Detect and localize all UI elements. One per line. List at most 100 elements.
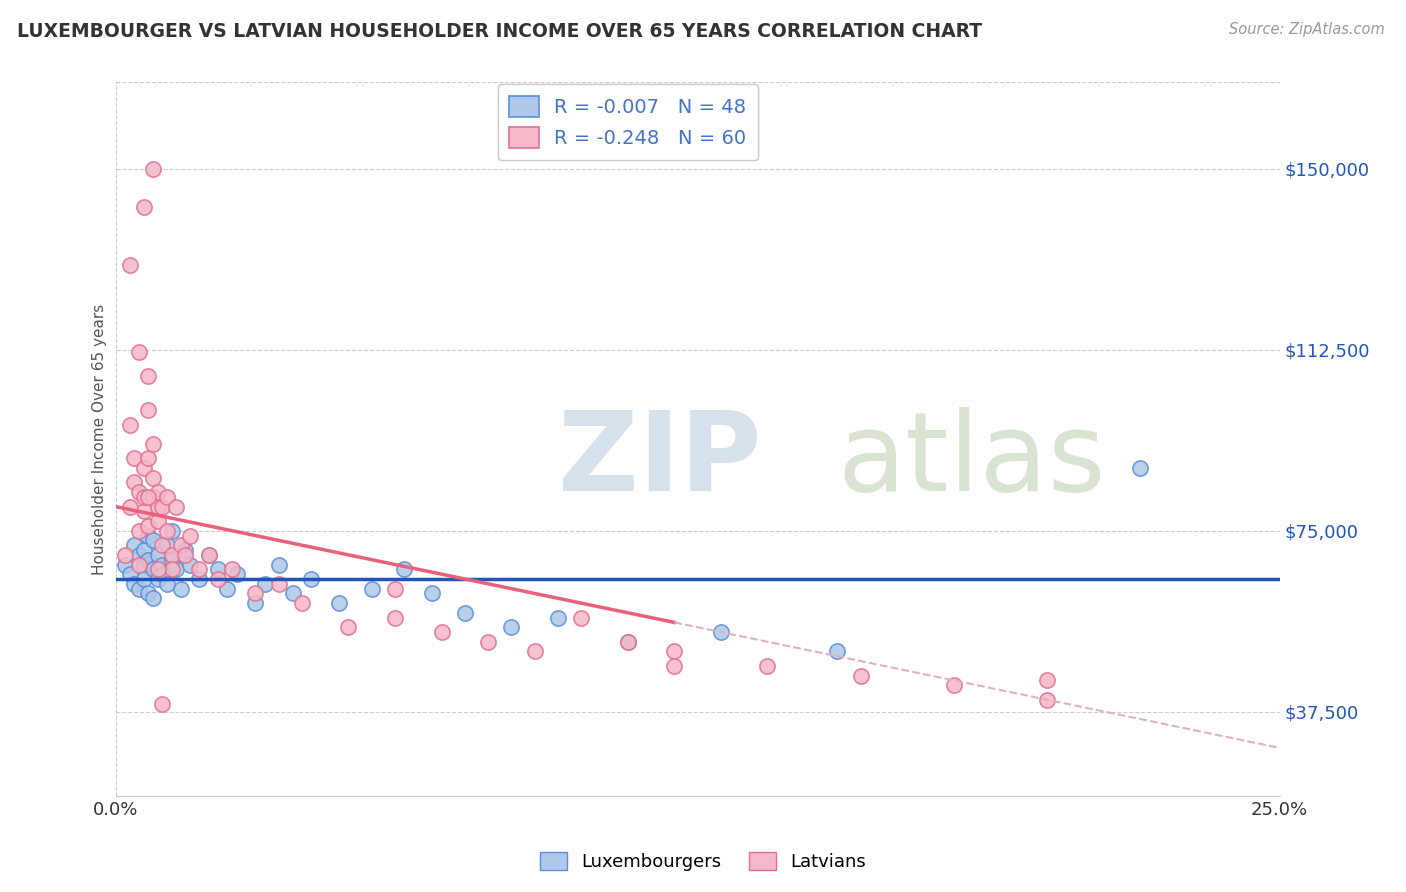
Point bbox=[179, 528, 201, 542]
Text: Source: ZipAtlas.com: Source: ZipAtlas.com bbox=[1229, 22, 1385, 37]
Point bbox=[664, 658, 686, 673]
Point bbox=[142, 161, 165, 176]
Point bbox=[225, 567, 247, 582]
Point bbox=[118, 500, 141, 514]
Point bbox=[132, 200, 155, 214]
Point bbox=[756, 658, 779, 673]
Point bbox=[142, 562, 165, 576]
Point bbox=[328, 596, 350, 610]
Point bbox=[114, 558, 136, 572]
Point bbox=[132, 504, 155, 518]
Point bbox=[132, 558, 155, 572]
Point bbox=[221, 562, 243, 576]
Point bbox=[146, 548, 169, 562]
Point bbox=[136, 586, 159, 600]
Point bbox=[150, 698, 173, 712]
Point bbox=[430, 625, 453, 640]
Point bbox=[454, 606, 477, 620]
Point bbox=[128, 524, 150, 538]
Point bbox=[132, 572, 155, 586]
Point bbox=[156, 524, 179, 538]
Point bbox=[179, 558, 201, 572]
Point bbox=[114, 548, 136, 562]
Point bbox=[616, 634, 638, 648]
Point bbox=[170, 538, 193, 552]
Point bbox=[616, 634, 638, 648]
Point bbox=[217, 582, 239, 596]
Point bbox=[360, 582, 382, 596]
Point bbox=[136, 403, 159, 417]
Point bbox=[150, 558, 173, 572]
Point bbox=[128, 582, 150, 596]
Point bbox=[664, 644, 686, 658]
Point bbox=[128, 345, 150, 359]
Point bbox=[132, 490, 155, 504]
Point bbox=[150, 500, 173, 514]
Point bbox=[245, 596, 267, 610]
Point bbox=[146, 562, 169, 576]
Point bbox=[849, 668, 872, 682]
Point bbox=[188, 572, 211, 586]
Point bbox=[337, 620, 360, 634]
Point bbox=[165, 562, 187, 576]
Point bbox=[118, 417, 141, 432]
Point bbox=[124, 576, 146, 591]
Point bbox=[136, 451, 159, 466]
Point bbox=[174, 548, 197, 562]
Text: ZIP: ZIP bbox=[558, 407, 761, 514]
Point bbox=[160, 562, 183, 576]
Point bbox=[118, 258, 141, 272]
Point bbox=[197, 548, 219, 562]
Point bbox=[420, 586, 443, 600]
Point bbox=[188, 562, 211, 576]
Point bbox=[118, 567, 141, 582]
Point bbox=[281, 586, 304, 600]
Point bbox=[523, 644, 546, 658]
Point bbox=[174, 543, 197, 558]
Y-axis label: Householder Income Over 65 years: Householder Income Over 65 years bbox=[93, 303, 107, 574]
Point bbox=[146, 485, 169, 500]
Point bbox=[165, 500, 187, 514]
Point bbox=[547, 610, 569, 624]
Point bbox=[160, 552, 183, 566]
Point bbox=[142, 470, 165, 484]
Point bbox=[150, 567, 173, 582]
Point bbox=[267, 576, 290, 591]
Point bbox=[1129, 461, 1152, 475]
Point bbox=[1036, 673, 1059, 688]
Point bbox=[136, 519, 159, 533]
Point bbox=[124, 538, 146, 552]
Point bbox=[245, 586, 267, 600]
Point bbox=[501, 620, 523, 634]
Point bbox=[146, 500, 169, 514]
Point bbox=[128, 485, 150, 500]
Point bbox=[384, 582, 406, 596]
Point bbox=[267, 558, 290, 572]
Point bbox=[942, 678, 965, 692]
Point bbox=[569, 610, 592, 624]
Point bbox=[384, 610, 406, 624]
Point bbox=[150, 538, 173, 552]
Point bbox=[142, 533, 165, 548]
Point bbox=[142, 490, 165, 504]
Text: atlas: atlas bbox=[837, 407, 1105, 514]
Point bbox=[136, 490, 159, 504]
Point bbox=[136, 552, 159, 566]
Point bbox=[142, 591, 165, 606]
Legend: R = -0.007   N = 48, R = -0.248   N = 60: R = -0.007 N = 48, R = -0.248 N = 60 bbox=[498, 85, 758, 160]
Point bbox=[136, 528, 159, 542]
Point bbox=[160, 524, 183, 538]
Point bbox=[124, 451, 146, 466]
Point bbox=[394, 562, 416, 576]
Point bbox=[170, 582, 193, 596]
Point bbox=[160, 548, 183, 562]
Point bbox=[207, 562, 229, 576]
Point bbox=[142, 437, 165, 451]
Point bbox=[825, 644, 848, 658]
Legend: Luxembourgers, Latvians: Luxembourgers, Latvians bbox=[533, 845, 873, 879]
Point bbox=[253, 576, 276, 591]
Point bbox=[128, 548, 150, 562]
Point bbox=[1036, 692, 1059, 706]
Point bbox=[136, 369, 159, 384]
Text: LUXEMBOURGER VS LATVIAN HOUSEHOLDER INCOME OVER 65 YEARS CORRELATION CHART: LUXEMBOURGER VS LATVIAN HOUSEHOLDER INCO… bbox=[17, 22, 981, 41]
